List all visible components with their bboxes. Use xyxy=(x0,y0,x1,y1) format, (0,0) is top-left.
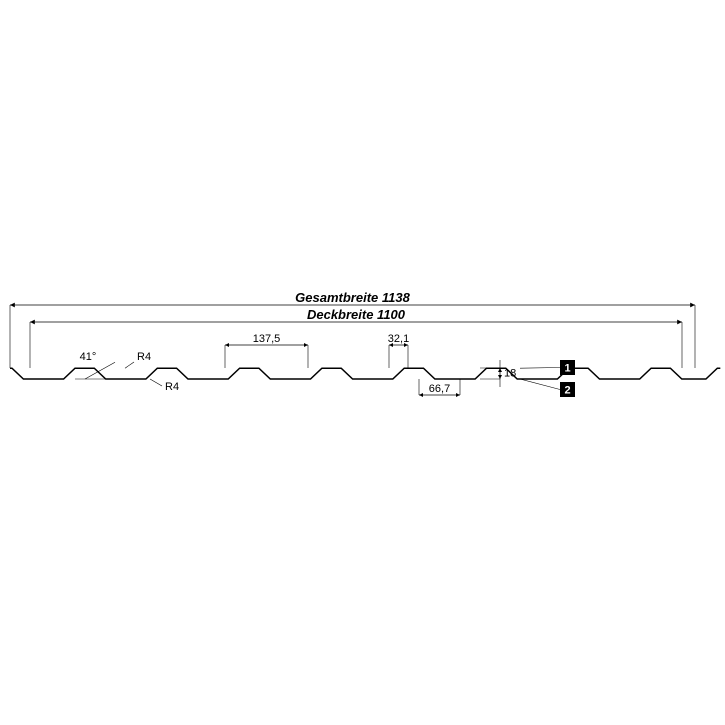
callout-2-label: 2 xyxy=(564,385,570,397)
gesamtbreite-label: Gesamtbreite 1138 xyxy=(295,290,410,305)
dim-bottom-width: 66,7 xyxy=(419,379,460,395)
profile-diagram: Gesamtbreite 1138 Deckbreite 1100 137,5 … xyxy=(0,0,725,725)
dim-pitch: 137,5 xyxy=(225,333,308,368)
height-label: 18 xyxy=(504,368,516,380)
dim-deckbreite: Deckbreite 1100 xyxy=(30,307,682,368)
dim-height: 18 xyxy=(480,360,516,387)
pitch-label: 137,5 xyxy=(253,333,281,345)
trapezoid-profile xyxy=(10,368,720,379)
top-width-label: 32,1 xyxy=(388,333,409,345)
radius-labels: R4 R4 xyxy=(125,351,179,393)
dim-gesamtbreite: Gesamtbreite 1138 xyxy=(10,290,695,368)
bottom-width-label: 66,7 xyxy=(429,383,450,395)
r4-top-label: R4 xyxy=(137,351,151,363)
r4-bottom-label: R4 xyxy=(165,381,179,393)
dim-top-width: 32,1 xyxy=(388,333,409,368)
callout-1-label: 1 xyxy=(564,363,570,375)
dim-angle: 41° xyxy=(75,351,115,379)
angle-label: 41° xyxy=(80,351,97,363)
deckbreite-label: Deckbreite 1100 xyxy=(307,307,406,322)
